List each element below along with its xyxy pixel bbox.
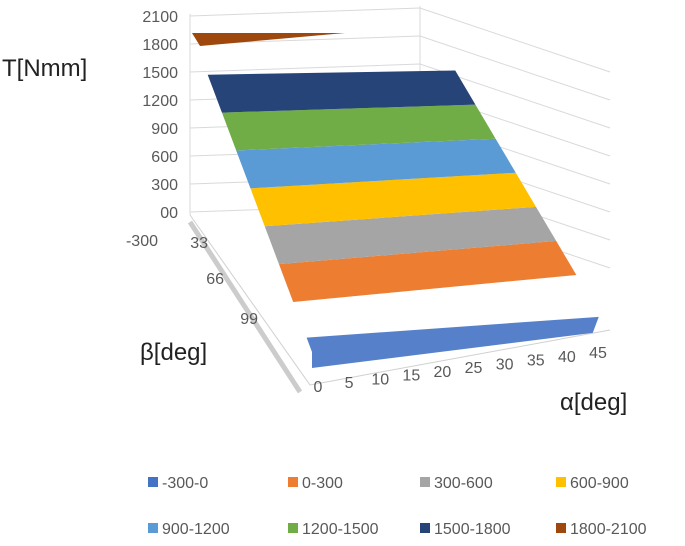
z-tick-label: 2100 — [142, 9, 178, 26]
legend-swatch — [420, 523, 430, 533]
surface-band — [264, 206, 557, 265]
surface-band — [207, 70, 476, 113]
floor-slab — [187, 220, 303, 394]
z-tick-label: -300 — [126, 233, 158, 250]
surface-band — [221, 104, 496, 151]
z-tick-label: 300 — [151, 177, 178, 194]
legend-item: 900-1200 — [148, 521, 230, 538]
surface-band — [192, 33, 345, 46]
alpha-tick-label: 20 — [434, 364, 452, 381]
legend-swatch — [148, 477, 158, 487]
legend-label: 1500-1800 — [434, 521, 511, 538]
z-axis-title: T[Nmm] — [2, 55, 87, 82]
legend-label: 1200-1500 — [302, 521, 379, 538]
alpha-tick-label: 15 — [402, 368, 420, 385]
legend-label: -300-0 — [162, 475, 208, 492]
surface-band — [278, 240, 577, 302]
legend-item: 1200-1500 — [288, 521, 379, 538]
legend-item: 600-900 — [556, 475, 629, 492]
beta-tick-label: 66 — [206, 271, 224, 288]
alpha-tick-label: 35 — [527, 353, 545, 370]
surface-band — [250, 172, 536, 227]
legend: -300-0 0-300 300-600 600-900 900-1200 1200-15… — [148, 475, 647, 538]
legend-swatch — [556, 477, 566, 487]
beta-axis-title: β[deg] — [140, 339, 207, 366]
z-tick-label: 1800 — [142, 37, 178, 54]
legend-item: 300-600 — [420, 475, 493, 492]
alpha-axis-ticks: 0 5 10 15 20 25 30 35 40 45 — [314, 345, 607, 396]
surface-band — [236, 138, 516, 189]
legend-swatch — [148, 523, 158, 533]
alpha-tick-label: 10 — [371, 371, 389, 388]
floor-edge — [189, 214, 611, 386]
legend-label: 900-1200 — [162, 521, 230, 538]
surface-plot — [192, 33, 599, 368]
beta-tick-label: 99 — [240, 311, 258, 328]
legend-label: 300-600 — [434, 475, 493, 492]
alpha-tick-label: 25 — [465, 360, 483, 377]
z-tick-label: 1500 — [142, 65, 178, 82]
legend-swatch — [420, 477, 430, 487]
z-tick-label: 600 — [151, 149, 178, 166]
alpha-axis-title: α[deg] — [560, 389, 627, 416]
alpha-tick-label: 0 — [314, 379, 323, 396]
z-axis-ticks: 2100 1800 1500 1200 900 600 300 00-300 — [126, 9, 178, 250]
z-tick-label: 00 — [160, 205, 178, 222]
legend-swatch — [288, 523, 298, 533]
legend-label: 1800-2100 — [570, 521, 647, 538]
legend-label: 600-900 — [570, 475, 629, 492]
legend-item: 1800-2100 — [556, 521, 647, 538]
legend-label: 0-300 — [302, 475, 343, 492]
legend-item: 0-300 — [288, 475, 343, 492]
legend-swatch — [288, 477, 298, 487]
z-tick-label: 900 — [151, 121, 178, 138]
alpha-tick-label: 30 — [496, 356, 514, 373]
legend-item: 1500-1800 — [420, 521, 511, 538]
alpha-tick-label: 40 — [558, 349, 576, 366]
z-tick-label: 1200 — [142, 93, 178, 110]
legend-item: -300-0 — [148, 475, 208, 492]
legend-swatch — [556, 523, 566, 533]
alpha-tick-label: 45 — [589, 345, 607, 362]
surface-band — [306, 316, 599, 368]
alpha-tick-label: 5 — [345, 375, 354, 392]
beta-axis-ticks: 33 66 99 — [190, 235, 258, 328]
beta-tick-label: 33 — [190, 235, 208, 252]
